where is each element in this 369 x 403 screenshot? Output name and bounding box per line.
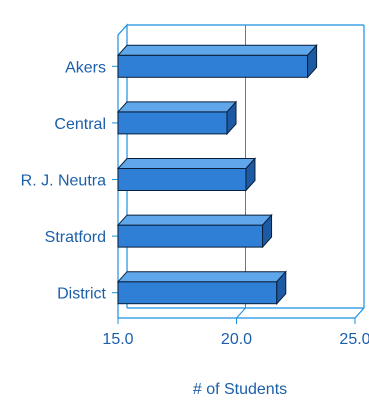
bars [116,43,318,306]
bar-side-face [245,157,256,192]
x-axis-title: # of Students [193,381,287,398]
category-label: Central [54,116,106,133]
bar-r-j-neutra [117,168,247,191]
floor-right-edge [354,307,365,319]
bar-side-face [226,100,237,136]
category-label: Akers [65,59,106,76]
bar-top-face [116,44,318,56]
x-tick-label: 20.0 [221,331,252,348]
bar-side-face [262,213,273,249]
category-label: R. J. Neutra [21,173,106,190]
bar-central [117,111,228,135]
floor-grid-line [236,307,246,319]
x-tick-label: 25.0 [339,331,369,348]
bar-akers [117,54,309,78]
category-labels: Akers Central R. J. Neutra Stratford Distric… [21,59,107,302]
bar-district [117,281,278,305]
x-tick-label: 15.0 [102,331,133,348]
bar-top-face [116,158,257,169]
category-label: District [57,286,106,303]
x-tick-labels: 15.0 20.0 25.0 [102,331,369,348]
bar-top-face [116,271,287,283]
bar-side-face [276,270,287,306]
bar-stratford [117,224,264,248]
bar-top-face [116,214,273,226]
bar-side-face [307,43,318,79]
category-label: Stratford [45,229,106,246]
bar-top-face [116,101,238,113]
